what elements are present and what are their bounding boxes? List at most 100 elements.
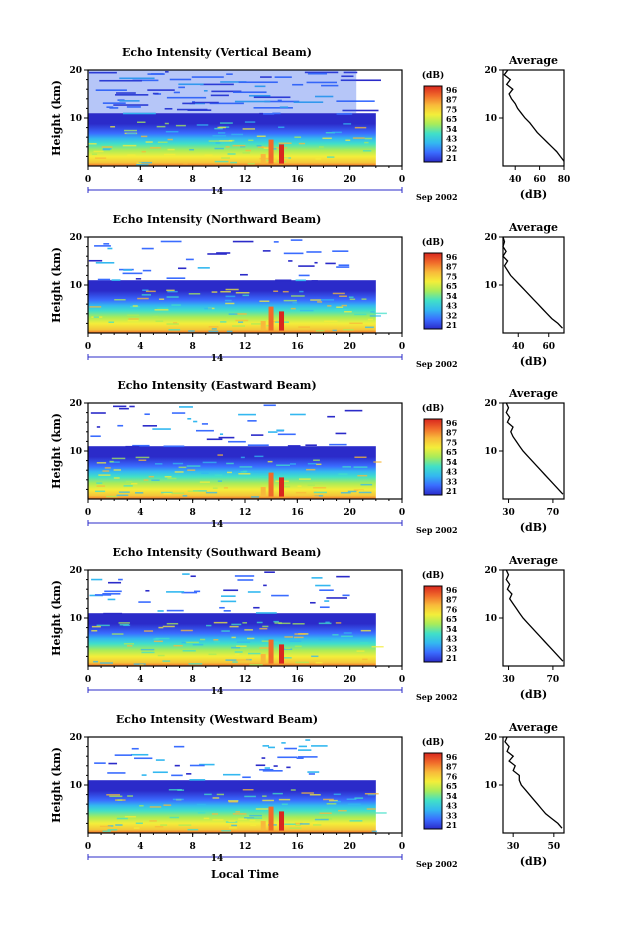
intensity-speckle — [312, 821, 318, 824]
intensity-speckle — [118, 622, 130, 624]
intensity-speckle — [329, 799, 338, 802]
intensity-speckle — [229, 625, 239, 628]
x-tick-label: 0 — [399, 342, 405, 352]
intensity-echo — [210, 94, 229, 97]
intensity-echo — [123, 269, 133, 271]
intensity-speckle — [231, 646, 241, 649]
intensity-speckle — [360, 642, 369, 644]
intensity-speckle — [137, 121, 146, 124]
intensity-speckle — [199, 481, 210, 483]
intensity-speckle — [204, 307, 212, 310]
intensity-speckle — [221, 630, 230, 632]
colorbar-tick-label: 33 — [446, 810, 458, 820]
intensity-echo — [130, 753, 149, 756]
intensity-core — [279, 644, 285, 664]
intensity-speckle — [128, 318, 139, 320]
y-tick-label: 20 — [69, 233, 82, 243]
intensity-speckle — [242, 789, 254, 791]
intensity-echo — [90, 435, 101, 438]
intensity-echo — [96, 426, 101, 428]
intensity-speckle — [214, 160, 229, 163]
intensity-echo — [189, 102, 206, 105]
intensity-echo — [113, 104, 149, 106]
intensity-speckle — [369, 315, 381, 317]
intensity-speckle — [196, 803, 206, 806]
intensity-speckle — [230, 161, 237, 164]
profile-title: Average — [508, 721, 558, 734]
intensity-echo — [277, 433, 296, 436]
intensity-speckle — [232, 813, 247, 815]
x-tick-label: 16 — [291, 675, 304, 685]
intensity-speckle — [349, 322, 363, 325]
intensity-speckle — [273, 290, 279, 293]
colorbar-tick-label: 96 — [446, 252, 458, 262]
intensity-echo — [253, 606, 260, 609]
colorbar-tick-label: 21 — [446, 486, 457, 496]
x-tick-label: 8 — [190, 842, 196, 852]
colorbar-tick-label: 54 — [446, 791, 458, 801]
intensity-speckle — [143, 479, 149, 481]
y-axis-label: Height (km) — [50, 747, 63, 823]
x-tick-label: 12 — [239, 675, 252, 685]
intensity-echo — [182, 573, 190, 575]
intensity-speckle — [157, 307, 169, 310]
intensity-echo — [307, 771, 320, 773]
intensity-speckle — [88, 143, 97, 145]
intensity-speckle — [332, 292, 345, 295]
intensity-speckle — [327, 305, 332, 307]
intensity-echo — [271, 594, 289, 597]
colorbar — [423, 252, 443, 330]
date-day-label: 14 — [211, 187, 224, 197]
intensity-echo — [152, 771, 168, 774]
intensity-speckle — [102, 470, 110, 472]
profile-y-tick-label: 10 — [484, 614, 497, 624]
intensity-speckle — [314, 818, 329, 821]
intensity-speckle — [367, 793, 375, 796]
colorbar-title: (dB) — [422, 403, 444, 414]
intensity-speckle — [289, 463, 296, 465]
intensity-speckle — [155, 320, 164, 322]
intensity-speckle — [315, 330, 325, 332]
intensity-speckle — [208, 653, 217, 656]
intensity-echo — [216, 252, 231, 254]
intensity-echo — [94, 762, 106, 764]
intensity-echo — [178, 83, 204, 86]
intensity-echo — [232, 240, 254, 243]
intensity-speckle — [343, 632, 352, 634]
intensity-echo — [90, 412, 106, 414]
profile-x-tick-label: 30 — [502, 675, 515, 685]
intensity-speckle — [253, 471, 267, 473]
intensity-speckle — [306, 468, 316, 471]
intensity-speckle — [272, 792, 283, 795]
intensity-speckle — [89, 306, 102, 308]
panel-2: Echo Intensity (Northward Beam) 10 20 Heigh… — [50, 213, 565, 369]
intensity-echo — [163, 445, 185, 448]
intensity-speckle — [251, 323, 264, 325]
intensity-speckle — [109, 795, 123, 798]
intensity-echo — [344, 409, 363, 412]
intensity-echo — [248, 94, 271, 97]
intensity-speckle — [135, 456, 150, 459]
x-tick-label: 8 — [190, 675, 196, 685]
x-tick-label: 8 — [190, 508, 196, 518]
intensity-echo — [268, 431, 278, 433]
intensity-speckle — [167, 148, 175, 151]
intensity-speckle — [201, 472, 209, 474]
profile-x-axis-label: (dB) — [520, 355, 547, 368]
intensity-speckle — [262, 795, 267, 797]
intensity-speckle — [154, 463, 163, 465]
profile-frame — [502, 69, 565, 167]
intensity-speckle — [318, 622, 332, 625]
intensity-speckle — [354, 126, 367, 129]
intensity-speckle — [189, 148, 195, 151]
colorbar-tick-label: 54 — [446, 624, 458, 634]
intensity-speckle — [141, 150, 146, 153]
intensity-speckle — [345, 139, 351, 142]
intensity-speckle — [221, 157, 231, 159]
intensity-speckle — [294, 136, 302, 138]
intensity-speckle — [124, 129, 137, 132]
intensity-speckle — [166, 622, 179, 625]
intensity-speckle — [320, 299, 335, 301]
intensity-speckle — [124, 815, 136, 818]
x-tick-label: 20 — [343, 342, 356, 352]
